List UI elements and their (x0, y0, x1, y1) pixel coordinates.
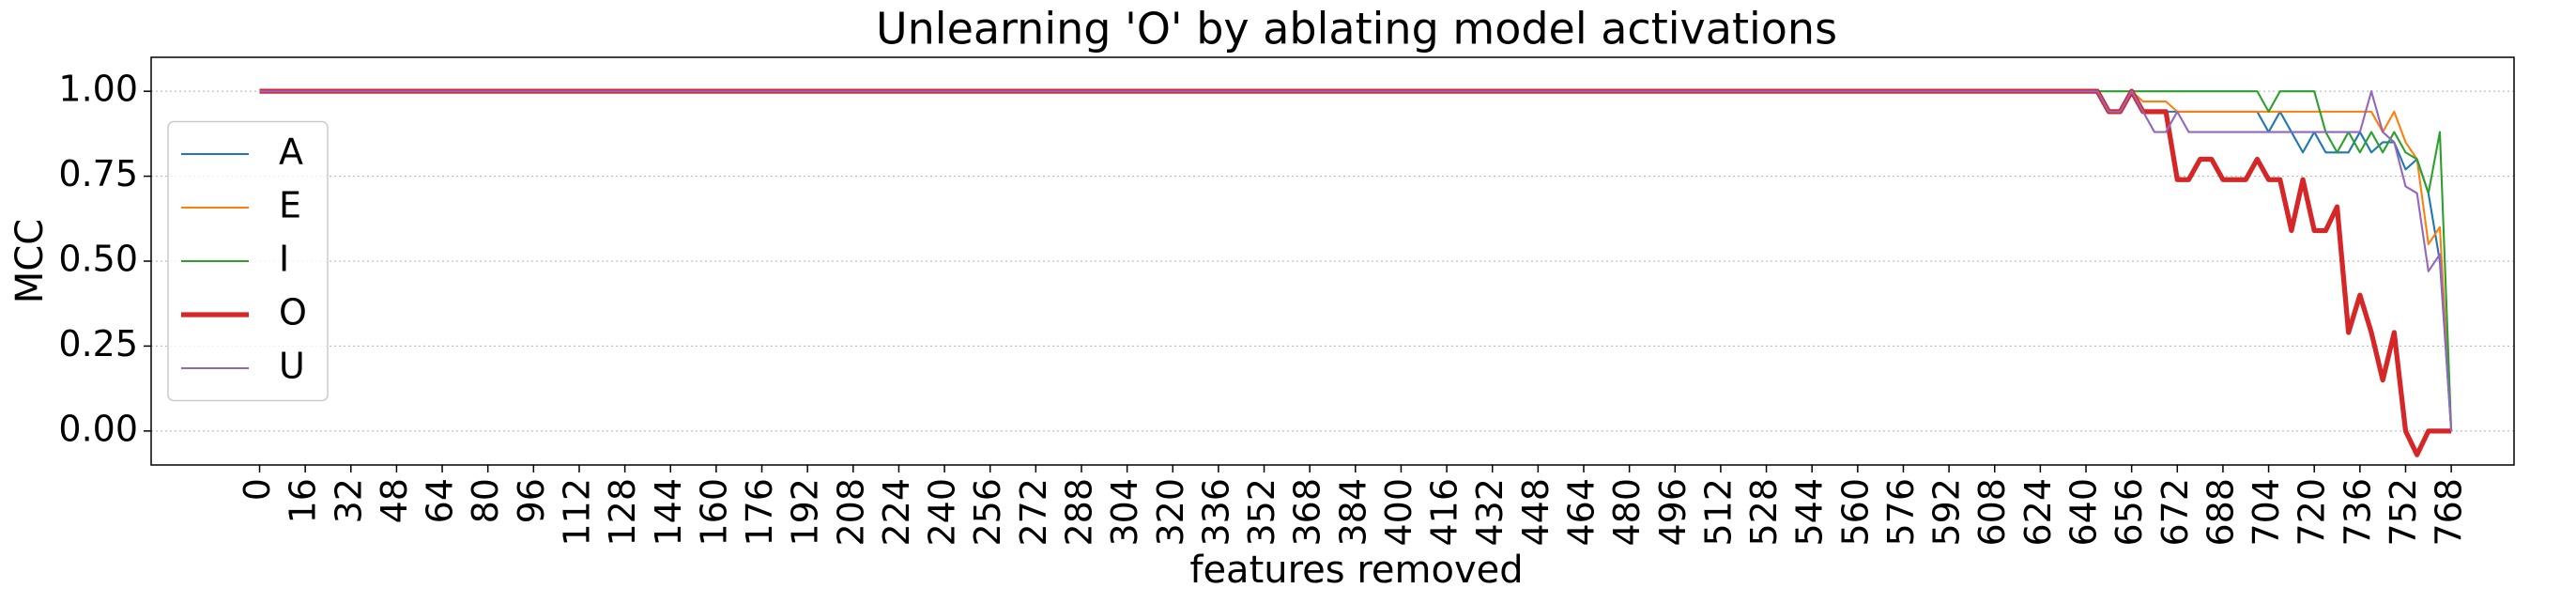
x-tick-label: 128 (602, 478, 643, 547)
x-tick-label: 464 (1561, 478, 1602, 547)
x-tick-label: 384 (1332, 478, 1373, 547)
x-tick-label: 192 (785, 478, 826, 547)
legend-label: O (279, 292, 307, 333)
x-tick-label: 240 (922, 478, 963, 547)
series-line (259, 90, 2453, 431)
legend-label: A (279, 132, 303, 173)
x-tick-label: 672 (2154, 478, 2196, 547)
x-tick-label: 288 (1058, 478, 1099, 547)
y-tick-label: 1.00 (58, 69, 138, 110)
x-tick-label: 736 (2337, 478, 2378, 547)
x-tick-label: 416 (1424, 478, 1465, 547)
x-tick-label: 80 (465, 478, 506, 523)
x-tick-label: 256 (967, 478, 1008, 547)
legend-label: E (279, 185, 301, 226)
x-tick-label: 272 (1013, 478, 1054, 547)
x-tick-label: 624 (2017, 478, 2059, 547)
x-tick-label: 480 (1606, 478, 1648, 547)
x-tick-label: 160 (693, 478, 734, 547)
x-tick-label: 0 (237, 478, 278, 501)
x-tick-label: 496 (1652, 478, 1694, 547)
x-tick-label: 368 (1287, 478, 1328, 547)
x-tick-label: 544 (1789, 478, 1831, 547)
legend-label: I (279, 239, 289, 280)
x-tick-label: 720 (2292, 478, 2333, 547)
x-tick-label: 208 (830, 478, 871, 547)
chart-title: Unlearning 'O' by ablating model activat… (876, 4, 1837, 54)
x-tick-label: 96 (511, 478, 552, 523)
x-tick-label: 48 (374, 478, 415, 523)
series-line (259, 88, 2452, 457)
x-tick-label: 64 (420, 478, 461, 523)
x-tick-label: 560 (1834, 478, 1876, 547)
x-tick-label: 448 (1515, 478, 1556, 547)
x-tick-label: 512 (1697, 478, 1739, 547)
x-tick-label: 176 (739, 478, 780, 547)
x-tick-label: 320 (1150, 478, 1191, 547)
x-tick-label: 656 (2108, 478, 2150, 547)
x-axis-label: features removed (1189, 549, 1523, 592)
x-tick-label: 336 (1195, 478, 1236, 547)
x-tick-label: 576 (1880, 478, 1922, 547)
x-tick-label: 704 (2246, 478, 2287, 547)
x-tick-label: 224 (876, 478, 917, 547)
legend-label: U (279, 346, 305, 387)
y-axis-label: MCC (8, 219, 52, 303)
x-tick-label: 768 (2429, 478, 2470, 547)
x-tick-label: 640 (2063, 478, 2105, 547)
y-tick-label: 0.50 (58, 239, 138, 280)
x-tick-label: 144 (648, 478, 689, 547)
x-tick-label: 304 (1104, 478, 1145, 547)
x-tick-label: 352 (1241, 478, 1282, 547)
x-tick-label: 528 (1743, 478, 1785, 547)
x-tick-label: 400 (1378, 478, 1419, 547)
x-tick-label: 752 (2383, 478, 2424, 547)
y-tick-label: 0.75 (58, 153, 138, 194)
x-tick-label: 16 (283, 478, 324, 523)
x-tick-label: 688 (2200, 478, 2241, 547)
x-tick-label: 32 (328, 478, 369, 523)
x-tick-label: 608 (1971, 478, 2013, 547)
y-tick-label: 0.25 (58, 323, 138, 364)
x-tick-label: 592 (1926, 478, 1968, 547)
y-tick-label: 0.00 (58, 408, 138, 449)
x-tick-label: 432 (1469, 478, 1510, 547)
x-tick-label: 112 (556, 478, 597, 547)
plot-frame (150, 56, 2515, 466)
